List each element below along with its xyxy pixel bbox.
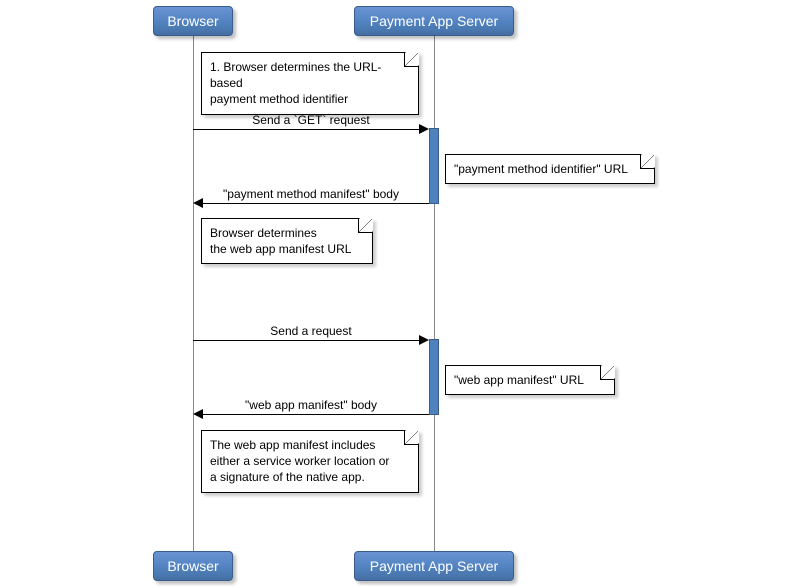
note-line: 1. Browser determines the URL-based [210, 60, 381, 90]
arrow-head-icon [419, 124, 429, 134]
participant-browser-bottom: Browser [153, 551, 233, 581]
note-fold-icon [640, 155, 654, 169]
note: 1. Browser determines the URL-based paym… [201, 52, 419, 115]
participant-label: Payment App Server [370, 13, 498, 29]
activation-bar [429, 128, 439, 204]
note-line: Browser determines [210, 226, 317, 240]
participant-browser-top: Browser [153, 6, 233, 36]
participant-label: Browser [167, 558, 218, 574]
lifeline-server [434, 36, 435, 551]
note-line: "payment method identifier" URL [454, 162, 628, 176]
message-label: Send a request [270, 324, 351, 338]
note-line: "web app manifest" URL [454, 373, 584, 387]
note-fold-icon [358, 219, 372, 233]
message-arrow [203, 414, 429, 415]
note-line: payment method identifier [210, 92, 348, 106]
participant-server-top: Payment App Server [354, 6, 514, 36]
note: The web app manifest includes either a s… [201, 430, 419, 493]
participant-label: Payment App Server [370, 558, 498, 574]
note-fold-icon [600, 366, 614, 380]
message-arrow [193, 340, 419, 341]
participant-label: Browser [167, 13, 218, 29]
note: Browser determines the web app manifest … [201, 218, 373, 264]
message-arrow [203, 203, 429, 204]
activation-bar [429, 339, 439, 415]
note-fold-icon [404, 53, 418, 67]
message-label: "web app manifest" body [245, 398, 377, 412]
message-arrow [193, 129, 419, 130]
arrow-head-icon [193, 198, 203, 208]
note-line: The web app manifest includes [210, 438, 375, 452]
note-line: a signature of the native app. [210, 470, 365, 484]
note-fold-icon [404, 431, 418, 445]
message-label: "payment method manifest" body [223, 187, 399, 201]
lifeline-browser [193, 36, 194, 551]
arrow-head-icon [193, 409, 203, 419]
participant-server-bottom: Payment App Server [354, 551, 514, 581]
note: "payment method identifier" URL [445, 154, 655, 184]
arrow-head-icon [419, 335, 429, 345]
note-line: either a service worker location or [210, 454, 389, 468]
note: "web app manifest" URL [445, 365, 615, 395]
sequence-diagram: Browser Payment App Server Send a `GET` … [0, 0, 800, 587]
message-label: Send a `GET` request [252, 113, 369, 127]
note-line: the web app manifest URL [210, 242, 351, 256]
